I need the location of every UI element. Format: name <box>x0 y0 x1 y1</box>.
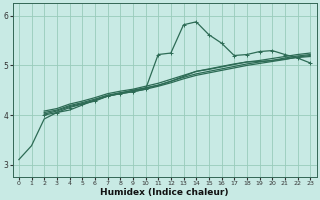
X-axis label: Humidex (Indice chaleur): Humidex (Indice chaleur) <box>100 188 229 197</box>
